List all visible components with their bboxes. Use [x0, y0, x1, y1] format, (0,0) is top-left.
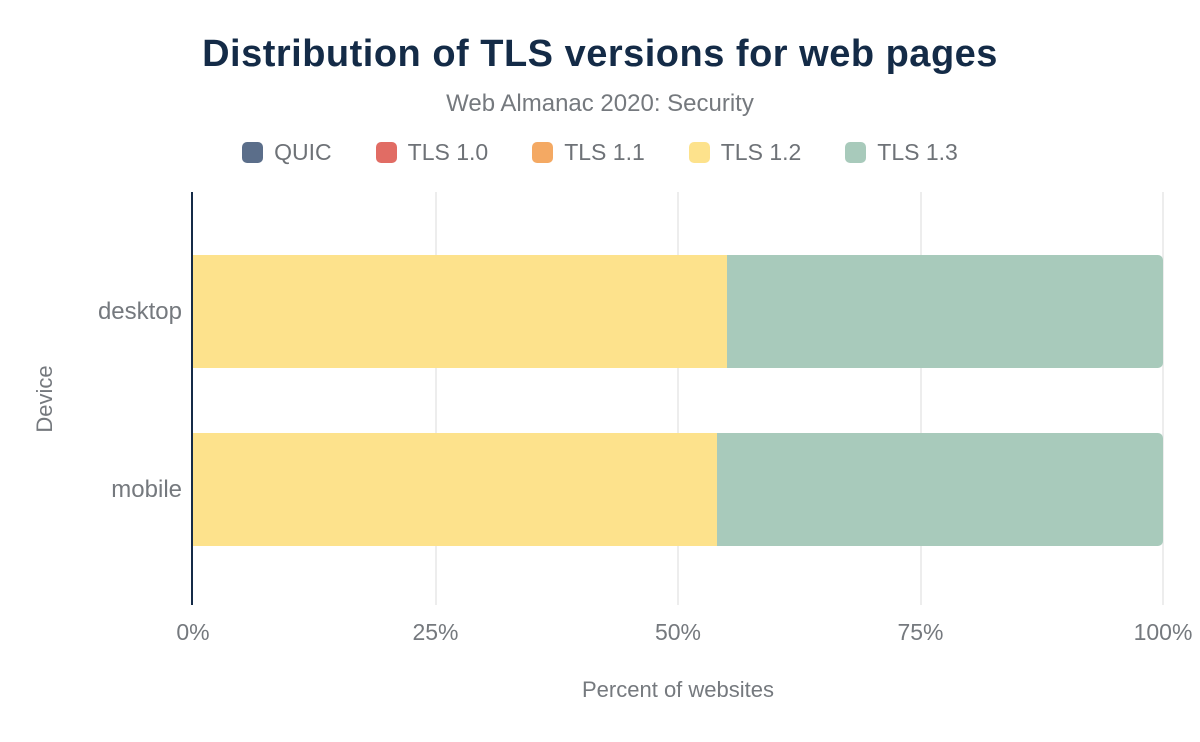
legend-item-tls-1-1[interactable]: TLS 1.1 — [532, 139, 645, 166]
x-axis-title: Percent of websites — [582, 677, 774, 702]
legend: QUIC TLS 1.0 TLS 1.1 TLS 1.2 TLS 1.3 — [0, 139, 1200, 166]
bar-segment-desktop-tls-1-2[interactable] — [193, 255, 727, 368]
legend-swatch — [688, 142, 710, 163]
legend-label: TLS 1.1 — [564, 139, 645, 165]
category-label-desktop: desktop — [97, 297, 182, 325]
x-tick-label: 75% — [897, 619, 944, 645]
legend-label: TLS 1.2 — [720, 139, 802, 165]
x-tick-label: 100% — [1133, 619, 1193, 645]
category-label-mobile: mobile — [111, 475, 182, 503]
legend-item-tls-1-3[interactable]: TLS 1.3 — [845, 139, 958, 166]
chart-subtitle: Web Almanac 2020: Security — [446, 90, 754, 117]
y-axis-title: Device — [32, 365, 57, 433]
x-tick-label: 0% — [176, 619, 210, 645]
bar-segment-mobile-tls-1-2[interactable] — [193, 433, 717, 546]
legend-swatch — [242, 142, 264, 163]
legend-item-quic[interactable]: QUIC — [242, 139, 332, 166]
x-tick-label: 50% — [654, 619, 702, 645]
gridline — [1162, 192, 1164, 605]
legend-label: TLS 1.0 — [407, 139, 489, 165]
legend-swatch — [375, 142, 397, 163]
bar-segment-desktop-tls-1-3[interactable] — [726, 255, 1163, 368]
plot-area: desktop mobile 0% 25% 50% 75% 100% Percent of… — [98, 192, 1192, 702]
gridline — [677, 192, 679, 605]
legend-item-tls-1-0[interactable]: TLS 1.0 — [375, 139, 489, 166]
legend-label: QUIC — [274, 139, 332, 165]
bar-segment-mobile-tls-1-3[interactable] — [716, 433, 1163, 546]
legend-item-tls-1-2[interactable]: TLS 1.2 — [688, 139, 802, 166]
gridline — [919, 192, 922, 605]
chart-title: Distribution of TLS versions for web pag… — [202, 33, 998, 75]
gridline — [434, 192, 437, 605]
legend-swatch — [532, 142, 554, 163]
bar-row-mobile — [193, 433, 1163, 546]
legend-swatch — [845, 142, 867, 163]
x-tick-label: 25% — [412, 619, 459, 645]
y-axis-line — [190, 192, 193, 605]
bar-row-desktop — [193, 255, 1163, 368]
legend-label: TLS 1.3 — [877, 139, 958, 165]
